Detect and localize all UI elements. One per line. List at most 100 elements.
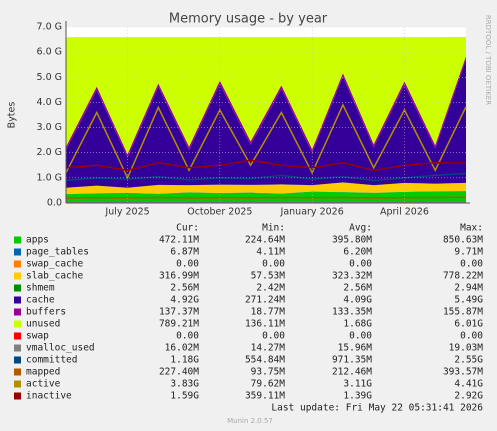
chart-title: Memory usage - by year <box>169 12 328 27</box>
legend-value: 2.94M <box>454 283 483 294</box>
legend-swatch <box>14 356 21 364</box>
legend-value: 14.27M <box>251 343 286 354</box>
legend-value: 271.24M <box>245 295 285 306</box>
legend-swatch <box>14 392 21 400</box>
legend-label: committed <box>26 355 77 366</box>
legend-value: 4.92G <box>170 295 199 306</box>
area <box>66 182 466 195</box>
legend-label: buffers <box>26 307 66 318</box>
legend-label: swap <box>26 331 49 342</box>
legend-value: 971.35M <box>332 355 372 366</box>
y-tick-label: 7.0 G <box>37 22 63 33</box>
legend-label: cache <box>26 295 55 306</box>
legend-value: 15.96M <box>338 343 373 354</box>
last-update: Last update: Fri May 22 05:31:41 2026 <box>271 403 483 414</box>
legend-label: unused <box>26 319 60 330</box>
x-tick-label: January 2026 <box>280 207 344 218</box>
line <box>65 172 467 182</box>
legend-value: 137.37M <box>159 307 199 318</box>
legend-value: 57.53M <box>251 271 286 282</box>
legend-value: 0.00 <box>262 259 285 270</box>
legend-value: 0.00 <box>349 259 372 270</box>
legend-value: 0.00 <box>176 259 199 270</box>
legend-value: 136.11M <box>245 319 285 330</box>
legend-value: 2.56M <box>170 283 199 294</box>
line <box>65 159 467 172</box>
y-tick-label: 0.0 <box>47 198 62 209</box>
legend-value: 472.11M <box>159 235 199 246</box>
y-tick-label: 5.0 G <box>37 72 63 83</box>
legend-value: 19.03M <box>449 343 484 354</box>
legend-value: 4.41G <box>454 379 483 390</box>
legend-value: 6.87M <box>170 247 199 258</box>
legend-value: 850.63M <box>443 235 483 246</box>
legend-label: active <box>26 379 61 390</box>
legend-value: 3.83G <box>170 379 199 390</box>
legend-value: 224.64M <box>245 235 285 246</box>
legend-value: 316.99M <box>159 271 199 282</box>
x-tick-label: July 2025 <box>104 207 149 218</box>
legend-value: 4.11M <box>256 247 285 258</box>
legend-value: 1.59G <box>170 391 199 402</box>
y-tick-label: 4.0 G <box>37 97 63 108</box>
legend-value: 395.80M <box>332 235 372 246</box>
legend-value: 6.01G <box>454 319 483 330</box>
line <box>65 103 467 180</box>
legend-value: 554.84M <box>245 355 285 366</box>
legend-value: 1.39G <box>343 391 372 402</box>
legend-value: 0.00 <box>176 331 199 342</box>
y-tick-label: 3.0 G <box>37 122 63 133</box>
legend-swatch <box>14 368 21 376</box>
legend-header: Avg: <box>349 223 372 234</box>
side-label: RRDTOOL / TOBI OETIKER <box>484 15 492 105</box>
legend-swatch <box>14 344 21 352</box>
legend-value: 778.22M <box>443 271 483 282</box>
legend-label: vmalloc_used <box>26 343 95 354</box>
legend-label: page_tables <box>26 247 89 258</box>
legend-header: Cur: <box>176 223 199 234</box>
legend-value: 18.77M <box>251 307 286 318</box>
legend-value: 9.71M <box>454 247 483 258</box>
legend-value: 0.00 <box>349 331 372 342</box>
legend-label: swap_cache <box>26 259 83 270</box>
legend-value: 2.56M <box>343 283 372 294</box>
legend-value: 1.18G <box>170 355 199 366</box>
legend-swatch <box>14 308 21 316</box>
y-tick-label: 1.0 G <box>37 172 63 183</box>
legend-value: 789.21M <box>159 319 199 330</box>
legend-swatch <box>14 260 21 268</box>
legend-swatch <box>14 380 21 388</box>
x-tick-label: October 2025 <box>187 207 252 218</box>
area <box>66 37 466 155</box>
legend-value: 6.20M <box>343 247 372 258</box>
legend-header: Min: <box>262 223 285 234</box>
legend-label: inactive <box>26 391 72 402</box>
legend-value: 1.68G <box>343 319 372 330</box>
legend-value: 323.32M <box>332 271 372 282</box>
x-tick-label: April 2026 <box>380 207 429 218</box>
legend-value: 393.57M <box>443 367 483 378</box>
legend-value: 0.00 <box>460 331 483 342</box>
legend-value: 93.75M <box>251 367 286 378</box>
legend-swatch <box>14 332 21 340</box>
legend-value: 2.55G <box>454 355 483 366</box>
legend-value: 227.40M <box>159 367 199 378</box>
legend-value: 212.46M <box>332 367 372 378</box>
legend-value: 155.87M <box>443 307 483 318</box>
area <box>66 59 466 188</box>
legend-value: 16.02M <box>165 343 200 354</box>
legend-value: 0.00 <box>262 331 285 342</box>
line <box>65 196 467 199</box>
legend-value: 2.92G <box>454 391 483 402</box>
legend-label: slab_cache <box>26 271 83 282</box>
legend-swatch <box>14 272 21 280</box>
legend-swatch <box>14 284 21 292</box>
y-tick-label: 2.0 G <box>37 147 63 158</box>
y-tick-label: 6.0 G <box>37 47 63 58</box>
legend-swatch <box>14 236 21 244</box>
legend-label: mapped <box>26 367 60 378</box>
legend-label: shmem <box>26 283 55 294</box>
y-axis-label: Bytes <box>7 102 18 129</box>
legend-swatch <box>14 248 21 256</box>
